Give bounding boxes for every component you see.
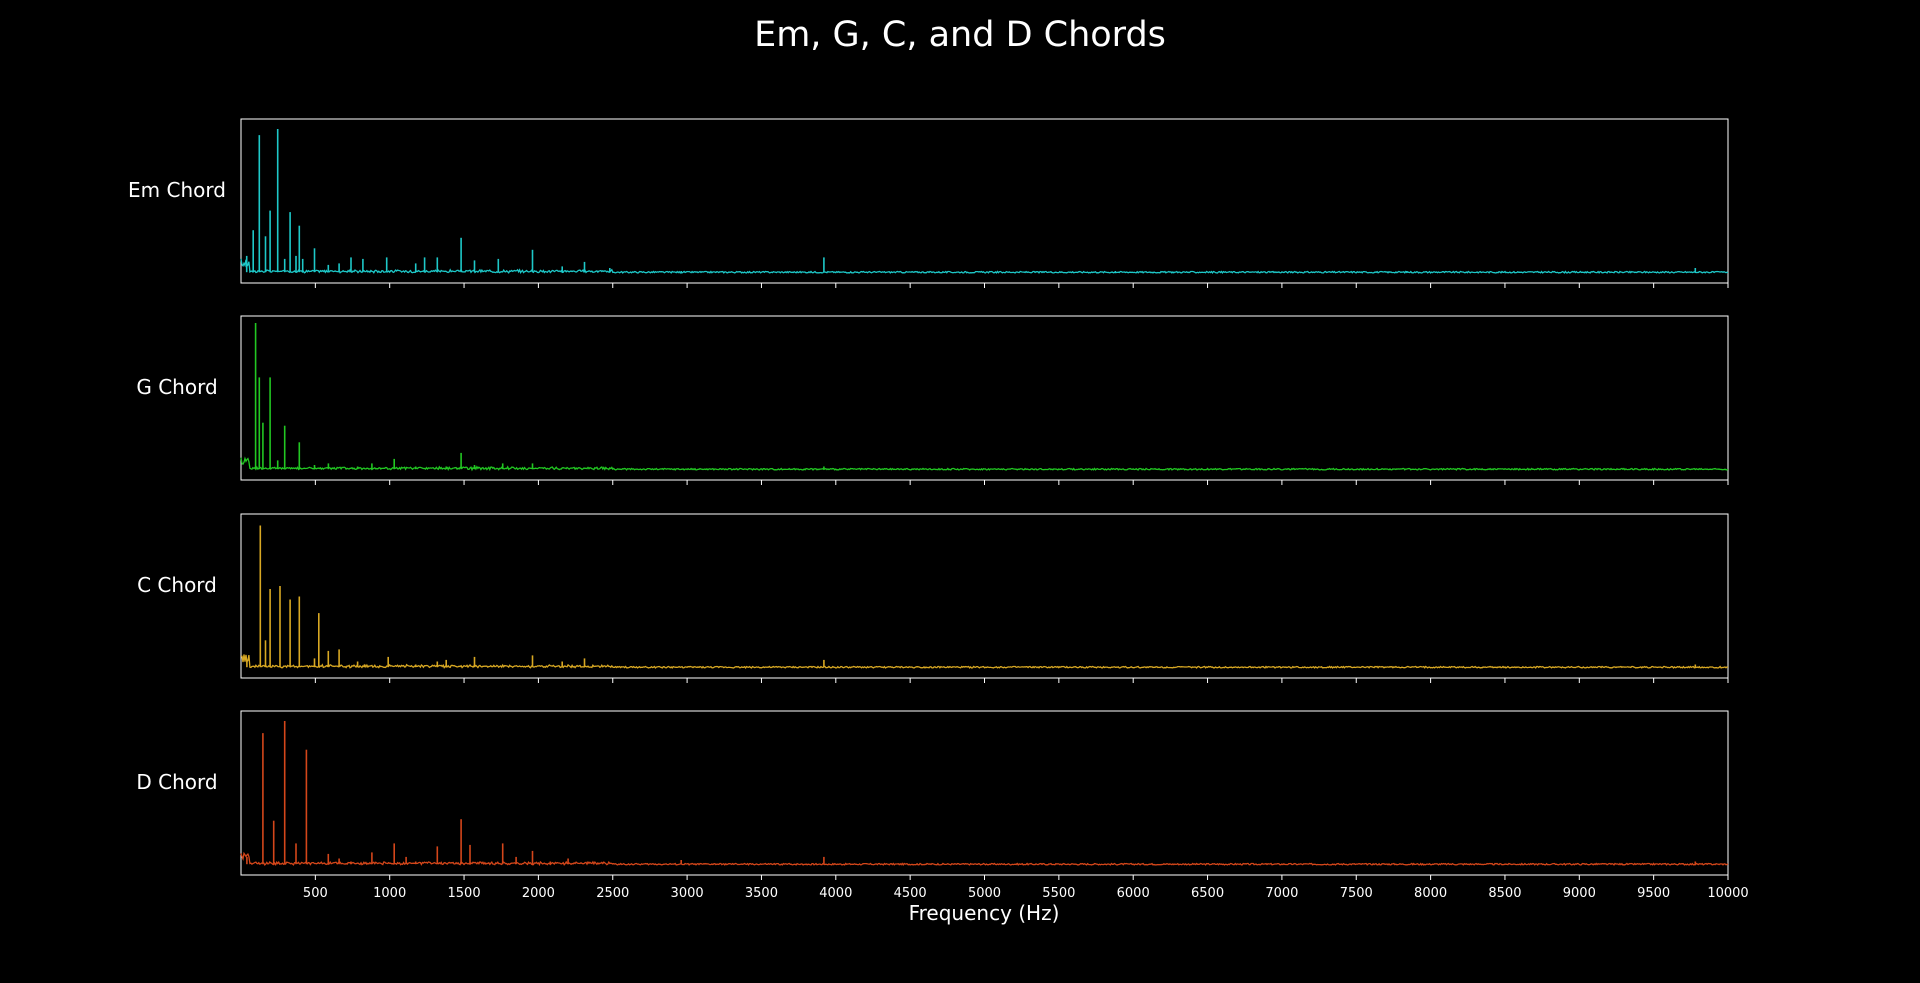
x-tick-label: 2500	[596, 886, 629, 901]
x-tick-label: 9000	[1563, 886, 1596, 901]
x-tick-label: 1500	[448, 886, 481, 901]
x-tick-label: 9500	[1637, 886, 1670, 901]
x-tick-label: 2000	[522, 886, 555, 901]
panel-label: C Chord	[137, 573, 217, 597]
x-tick-label: 3500	[745, 886, 778, 901]
spectrum-baseline	[240, 851, 1729, 867]
spectrum-baseline	[240, 654, 1729, 669]
x-tick-label: 4500	[894, 886, 927, 901]
x-tick-label: 1000	[373, 886, 406, 901]
panel-d-chord: D Chord	[136, 710, 1729, 880]
x-tick-label: 4000	[819, 886, 852, 901]
x-tick-label: 6500	[1191, 886, 1224, 901]
x-tick-label: 3000	[671, 886, 704, 901]
spectrum-baseline	[240, 258, 1729, 274]
spectrum-baseline	[240, 456, 1729, 472]
x-tick-label: 8000	[1414, 886, 1447, 901]
panel-label: Em Chord	[128, 178, 226, 202]
x-axis: 500 1000 1500 2000 2500 3000 3500 4000 4500 5000 5…	[303, 886, 1749, 901]
x-tick-label: 5000	[968, 886, 1001, 901]
x-tick-label: 10000	[1707, 886, 1748, 901]
panel-em-chord: Em Chord	[128, 118, 1729, 288]
panel-c-chord: C Chord	[137, 513, 1729, 683]
panel-label: D Chord	[136, 770, 217, 794]
x-tick-label: 7500	[1340, 886, 1373, 901]
x-tick-label: 7000	[1265, 886, 1298, 901]
panels: Em Chord G Chord C Chord D Chord	[128, 118, 1729, 880]
panel-frame	[240, 710, 1729, 876]
panel-frame	[240, 315, 1729, 481]
x-tick-label: 5500	[1042, 886, 1075, 901]
panel-frame	[240, 513, 1729, 679]
x-tick-label: 6000	[1117, 886, 1150, 901]
x-tick-label: 500	[303, 886, 328, 901]
x-axis-label: Frequency (Hz)	[909, 901, 1060, 925]
panel-frame	[240, 118, 1729, 284]
panel-g-chord: G Chord	[136, 315, 1729, 485]
x-tick-label: 8500	[1488, 886, 1521, 901]
panel-label: G Chord	[136, 375, 217, 399]
chart-title: Em, G, C, and D Chords	[754, 15, 1166, 55]
